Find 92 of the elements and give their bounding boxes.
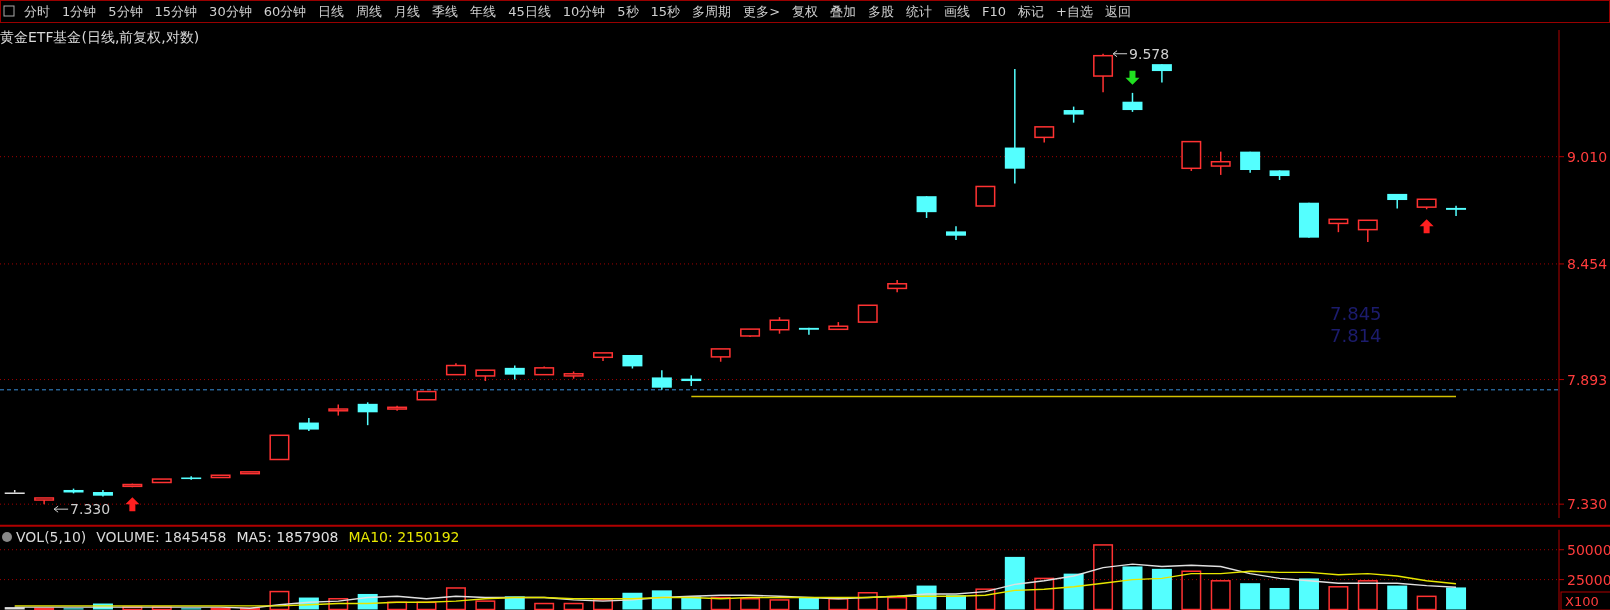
- text: F10: [982, 4, 1007, 19]
- y-tick-label: 9.010: [1567, 148, 1608, 165]
- candlestick: [1210, 150, 1231, 176]
- text: +自选: [1056, 4, 1093, 19]
- text: 1分钟: [62, 4, 97, 19]
- bar: [1210, 580, 1231, 610]
- bar: [269, 590, 290, 610]
- text: 30分钟: [209, 4, 252, 19]
- text: 月线: [394, 4, 421, 19]
- bar: [975, 588, 996, 610]
- text: 15分钟: [154, 4, 198, 19]
- line-series: [14, 570, 1457, 607]
- bar: [1298, 578, 1319, 610]
- annotation: 7.845: [1330, 303, 1382, 324]
- bar: [1004, 556, 1025, 610]
- annotation: MA5: 1857908: [236, 529, 339, 545]
- bar: [1181, 570, 1202, 610]
- text: 45日线: [508, 4, 551, 19]
- candlestick: [798, 327, 819, 336]
- bar: [1328, 586, 1349, 610]
- bar: [1063, 573, 1084, 610]
- bar: [1093, 544, 1114, 610]
- candlestick: [651, 369, 672, 391]
- annotation: 7.330: [70, 501, 111, 518]
- text: 15秒: [650, 4, 681, 19]
- bar: [710, 596, 731, 610]
- bar: [1387, 585, 1408, 610]
- candlestick: [1357, 219, 1378, 243]
- y-tick-label: 8.454: [1567, 255, 1608, 272]
- text: 叠加: [830, 4, 857, 19]
- annotation: MA10: 2150192: [348, 529, 460, 545]
- text: 日线: [318, 4, 345, 19]
- text: 统计: [906, 4, 933, 19]
- text: 多股: [868, 4, 895, 19]
- text: 多周期: [692, 4, 732, 19]
- chart-title: 黄金ETF基金(日线,前复权,对数): [0, 29, 200, 45]
- bar: [240, 607, 261, 610]
- bar: [1151, 568, 1172, 610]
- bar: [475, 600, 496, 610]
- bar: [534, 602, 555, 610]
- annotation: VOLUME: 1845458: [96, 529, 227, 545]
- candlestick: [916, 195, 937, 219]
- text: 分时: [24, 4, 50, 19]
- bar: [210, 607, 231, 610]
- text: 5秒: [617, 4, 639, 19]
- bar: [798, 597, 819, 610]
- bar: [563, 602, 584, 610]
- bar: [857, 592, 878, 610]
- bar: [1122, 566, 1143, 610]
- text: 10分钟: [562, 4, 606, 19]
- candlestick: [357, 401, 378, 426]
- y-tick-label: 7.330: [1567, 496, 1608, 513]
- candlestick: [1122, 92, 1143, 113]
- text: 季线: [432, 4, 459, 19]
- bar: [1357, 580, 1378, 610]
- bar: [34, 607, 55, 610]
- annotation: 7.814: [1330, 325, 1382, 346]
- bar: [1269, 587, 1290, 610]
- candlestick: [1446, 205, 1467, 217]
- y-tick-label: 25000: [1567, 571, 1610, 588]
- text: 画线: [944, 4, 971, 19]
- candlestick: [1151, 63, 1172, 84]
- text: 年线: [470, 4, 497, 19]
- bar: [887, 596, 908, 610]
- bar: [1416, 595, 1437, 610]
- text: 5分钟: [108, 4, 143, 19]
- y-tick-label: 50000: [1567, 541, 1610, 558]
- bar: [769, 599, 790, 610]
- bar: [945, 595, 966, 610]
- text: 返回: [1104, 4, 1131, 19]
- text: 周线: [356, 4, 383, 19]
- bar: [445, 587, 466, 610]
- text: 标记: [1017, 4, 1045, 19]
- bar: [740, 597, 761, 610]
- bar: [1034, 577, 1055, 610]
- text: 复权: [792, 4, 819, 19]
- bar: [1240, 583, 1261, 610]
- candlestick: [1004, 68, 1025, 185]
- bar: [651, 590, 672, 610]
- bar: [504, 596, 525, 610]
- text: 更多>: [743, 4, 781, 19]
- y-tick-label: 7.893: [1567, 371, 1608, 388]
- bar: [328, 597, 349, 610]
- bar: [151, 606, 172, 610]
- bar: [122, 606, 143, 610]
- chart-title: VOL(5,10): [16, 529, 87, 545]
- bar: [1446, 587, 1467, 610]
- text: X100: [1565, 594, 1599, 609]
- bar: [593, 599, 614, 610]
- candlestick: [975, 185, 996, 207]
- annotation: 9.578: [1129, 45, 1170, 62]
- text: 60分钟: [263, 4, 307, 19]
